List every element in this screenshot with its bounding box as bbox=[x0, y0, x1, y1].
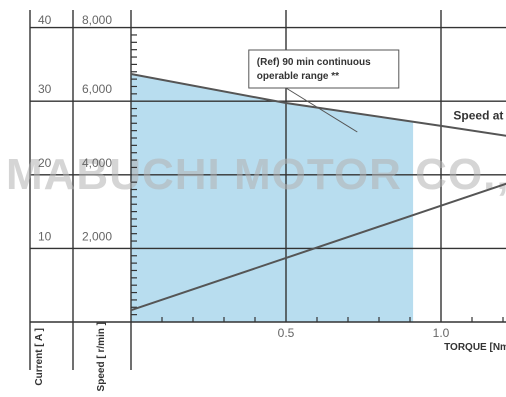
annotation-box bbox=[248, 49, 400, 89]
annotation-leader-line bbox=[285, 87, 358, 133]
x-tick-label: 1.0 bbox=[433, 326, 450, 340]
current-tick-label: 40 bbox=[38, 13, 52, 27]
speed-tick-label: 8,000 bbox=[82, 13, 112, 27]
annotation-text-line: operable range ** bbox=[257, 71, 339, 82]
current-line bbox=[130, 182, 506, 312]
current-tick-label: 30 bbox=[38, 82, 52, 96]
speed-tick-label: 6,000 bbox=[82, 82, 112, 96]
speed-line bbox=[130, 72, 506, 137]
shaded-operable-range bbox=[131, 73, 414, 322]
current-axis-title: Current [ A ] bbox=[34, 328, 45, 386]
current-tick-label: 20 bbox=[38, 156, 52, 170]
speed-series-label: Speed at 48V bbox=[453, 109, 506, 123]
current-tick-label: 10 bbox=[38, 229, 52, 243]
speed-axis-title: Speed [ r/min ] bbox=[96, 322, 107, 391]
x-axis-title: TORQUE [Nm] bbox=[444, 342, 506, 353]
x-tick-label: 0.5 bbox=[278, 326, 295, 340]
speed-tick-label: 2,000 bbox=[82, 229, 112, 243]
annotation-text-line: (Ref) 90 min continuous bbox=[257, 57, 371, 68]
speed-tick-label: 4,000 bbox=[82, 156, 112, 170]
watermark: MABUCHI MOTOR CO., LTD bbox=[6, 150, 506, 199]
